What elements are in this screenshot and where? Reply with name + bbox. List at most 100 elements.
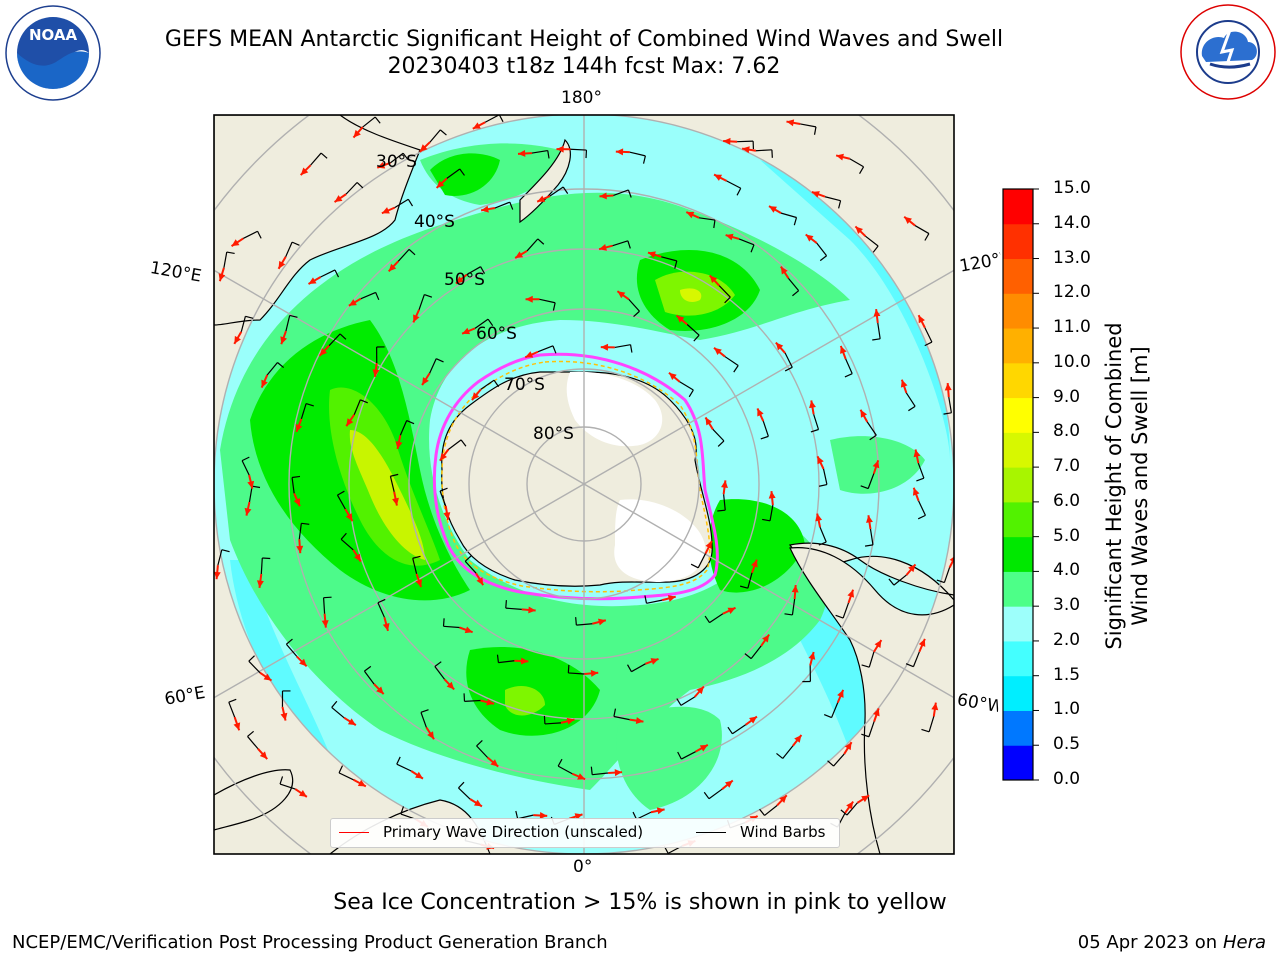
wind-barb-flag	[744, 653, 752, 660]
wind-barb-flag	[724, 296, 731, 304]
lat-label-60s: 60°S	[476, 324, 517, 344]
wind-barb-flag	[703, 791, 710, 800]
wind-barb	[247, 736, 259, 750]
wind-barb	[822, 468, 828, 485]
wave-arrow-head	[556, 145, 564, 153]
wind-barb-flag	[562, 186, 569, 194]
wave-arrow-head	[944, 383, 952, 391]
wind-barb-flag	[301, 522, 310, 525]
footer-date: 05 Apr 2023 on Hera	[1078, 932, 1266, 953]
wave-arrow-head	[837, 689, 844, 698]
wind-barb-flag	[360, 399, 368, 404]
wave-arrow-head	[705, 417, 713, 426]
wind-barb-flag	[674, 260, 678, 269]
wind-barb	[576, 623, 593, 626]
wind-barb-flag	[642, 155, 646, 164]
wave-arrow-head	[296, 545, 304, 554]
wind-barb-flag	[480, 266, 486, 274]
colorbar-bin	[1003, 258, 1033, 294]
wave-arrow-head	[615, 148, 624, 156]
wind-barb	[331, 706, 345, 719]
legend-wave-label: Primary Wave Direction (unscaled)	[383, 823, 644, 841]
wave-arrow-head	[724, 780, 733, 788]
wave-arrow-head	[293, 498, 301, 507]
wave-arrow-head	[751, 559, 758, 568]
wave-arrow-head	[686, 211, 695, 219]
wind-barb	[613, 189, 629, 197]
wave-arrow-head	[815, 513, 823, 522]
colorbar-bin	[1003, 640, 1033, 677]
colorbar-bin	[1003, 501, 1033, 538]
wave-arrow-head	[668, 372, 677, 381]
colorbar-tick-label: 1.0	[1053, 699, 1081, 720]
wind-barb-flag	[493, 379, 500, 388]
wind-barb-flag	[375, 292, 380, 301]
wind-barb-flag	[784, 366, 793, 372]
wave-arrow-head	[353, 129, 361, 138]
new-zealand-land	[519, 138, 571, 224]
wave-arrow-head	[261, 379, 268, 388]
wind-barb-flag	[248, 655, 255, 662]
wave-arrow-head	[520, 657, 529, 665]
wind-barb-flag	[688, 389, 694, 398]
wind-barb	[948, 396, 952, 413]
wave-arrow-head	[537, 195, 546, 202]
wind-barb	[340, 538, 354, 551]
wind-barb	[686, 324, 700, 336]
wind-barb	[248, 486, 253, 503]
wave-arrow-head	[742, 146, 750, 154]
wave-arrow-head	[300, 167, 309, 176]
wind-barb	[570, 148, 587, 151]
wave-arrow-head	[918, 638, 926, 647]
wind-barb-flag	[835, 614, 844, 619]
wave-arrow-head	[811, 191, 820, 198]
wind-barb	[747, 572, 753, 589]
wind-barb	[629, 151, 646, 157]
wind-barb	[868, 721, 875, 737]
wave-arrow-head	[786, 119, 795, 127]
wave-arrow-head	[476, 577, 484, 586]
wind-barb-flag	[257, 230, 262, 239]
wave-arrow-head	[749, 716, 757, 724]
wind-barb-flag	[717, 440, 725, 447]
wind-barb	[738, 238, 755, 246]
wave-arrow-head	[419, 144, 428, 152]
wind-barb-flag	[291, 475, 301, 479]
wind-barb	[912, 651, 920, 667]
wind-barb	[377, 602, 385, 618]
wind-barb	[680, 696, 695, 706]
wind-barb-flag	[442, 618, 445, 627]
wind-barb-flag	[859, 166, 865, 174]
wind-barb	[724, 356, 739, 366]
colorbar-bin	[1003, 397, 1033, 433]
wave-arrow-head	[723, 137, 731, 145]
wave-arrow-head	[413, 314, 420, 323]
wind-barb-flag	[924, 233, 930, 241]
wave-arrow-head	[427, 731, 435, 740]
wave-arrow-head	[422, 377, 429, 386]
wave-arrow-head	[263, 673, 272, 681]
wave-arrow-head	[244, 507, 252, 516]
noaa-logo-text: NOAA	[29, 26, 78, 44]
wave-arrow-head	[348, 299, 357, 306]
wind-barb	[800, 123, 817, 128]
wave-arrow-head	[436, 180, 445, 188]
wind-barb	[420, 712, 427, 728]
wind-barb-flag	[241, 456, 250, 462]
wind-barb	[531, 149, 548, 154]
wind-barb	[846, 802, 858, 816]
footer-host: Hera	[1222, 932, 1266, 953]
wind-barb-flag	[613, 708, 617, 717]
wave-arrow-head	[847, 589, 855, 598]
colorbar-bin	[1003, 223, 1033, 260]
wave-arrow-head	[656, 807, 665, 815]
wave-arrow-head	[714, 174, 723, 181]
wind-barb	[484, 115, 500, 123]
wave-arrow-head	[725, 233, 734, 241]
wave-arrow-head	[319, 348, 328, 356]
wind-barb	[628, 298, 640, 312]
wind-barb-flag	[277, 362, 285, 369]
wind-barb	[718, 285, 731, 298]
wind-barb-flag	[629, 344, 633, 353]
wind-barb-flag	[439, 129, 447, 136]
